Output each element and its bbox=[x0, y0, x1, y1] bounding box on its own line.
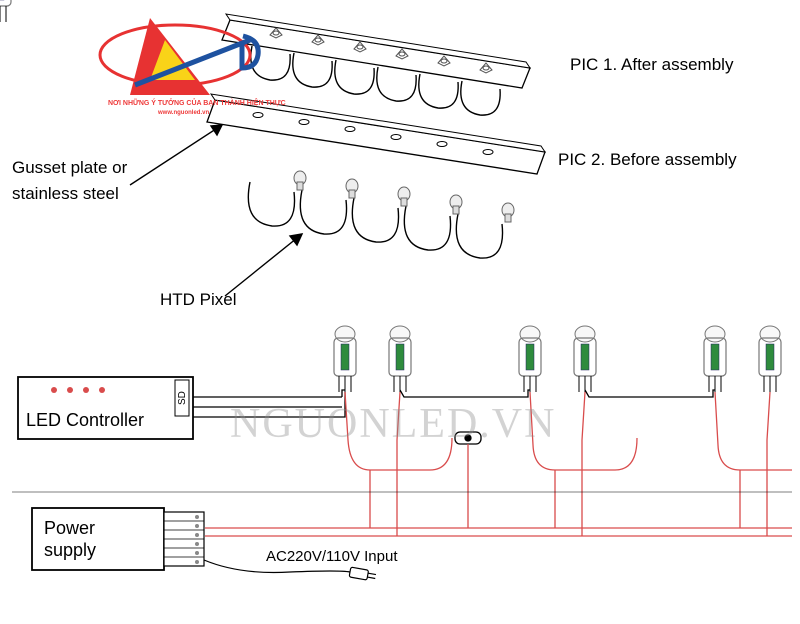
label-pic1: PIC 1. After assembly bbox=[570, 55, 733, 75]
label-power-2: supply bbox=[44, 540, 96, 561]
label-acinput: AC220V/110V Input bbox=[266, 548, 397, 565]
label-controller: LED Controller bbox=[26, 410, 144, 431]
arrow-htd bbox=[225, 234, 302, 296]
label-gusset-1: Gusset plate or bbox=[12, 158, 127, 178]
label-pic2: PIC 2. Before assembly bbox=[558, 150, 737, 170]
wiring-diagram bbox=[0, 0, 800, 624]
label-htd: HTD Pixel bbox=[160, 290, 237, 310]
arrow-gusset bbox=[130, 125, 222, 185]
logo-url: www.nguonled.vn bbox=[158, 110, 209, 116]
label-sd: SD bbox=[177, 391, 188, 405]
watermark-text: NGUONLED.VN bbox=[230, 400, 556, 448]
label-power-1: Power bbox=[44, 518, 95, 539]
logo-tagline: NƠI NHỮNG Ý TƯỞNG CỦA BẠN THÀNH HIỆN THỰ… bbox=[108, 100, 286, 107]
label-gusset-2: stainless steel bbox=[12, 184, 119, 204]
